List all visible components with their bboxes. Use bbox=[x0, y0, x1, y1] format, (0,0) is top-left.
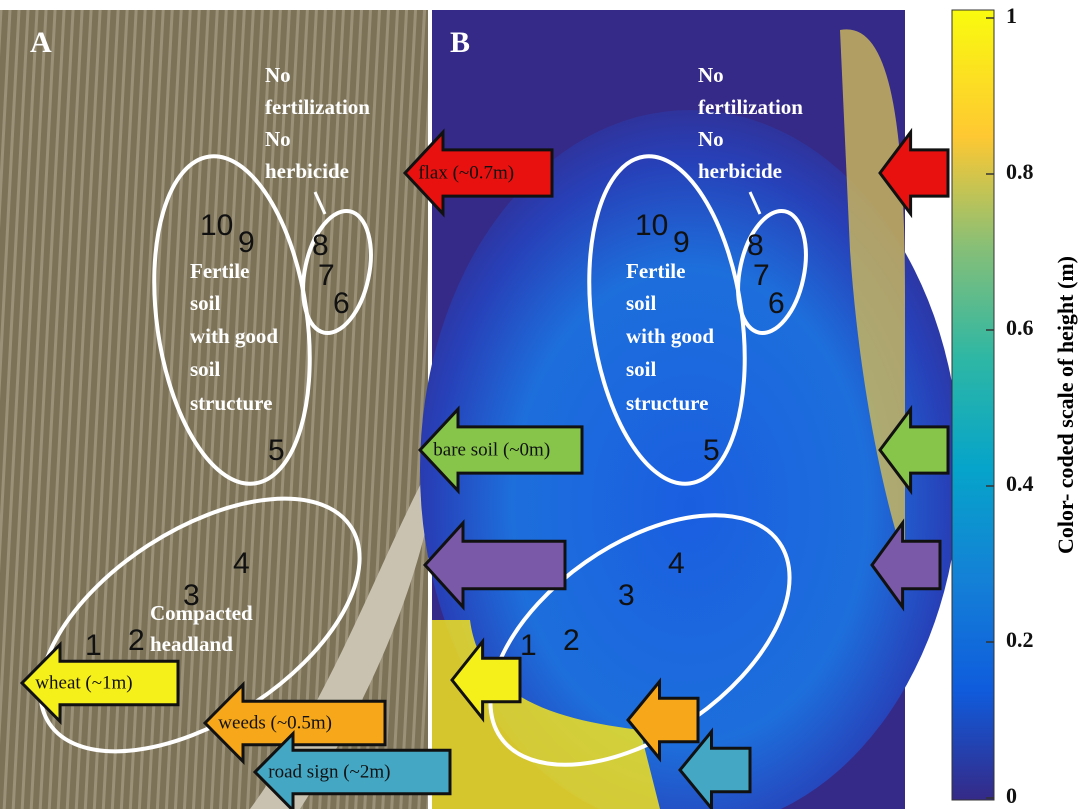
tick-label: 1 bbox=[1006, 3, 1017, 28]
region-label: with good bbox=[626, 324, 714, 348]
region-label: No bbox=[698, 127, 724, 151]
panel-label: A bbox=[30, 26, 52, 59]
region-label: soil bbox=[626, 357, 657, 381]
plot-number: 5 bbox=[268, 434, 285, 467]
arrow-label: weeds (~0.5m) bbox=[218, 712, 332, 733]
plot-number: 9 bbox=[238, 226, 255, 259]
plot-number: 6 bbox=[333, 287, 350, 320]
plot-number: 4 bbox=[233, 547, 250, 580]
tick-label: 0 bbox=[1006, 783, 1017, 808]
colorbar bbox=[952, 10, 994, 800]
region-label: Compacted bbox=[150, 601, 253, 625]
region-label: Fertile bbox=[190, 259, 249, 283]
tick-label: 0.4 bbox=[1006, 471, 1034, 496]
region-label: herbicide bbox=[698, 159, 782, 183]
tick-label: 0.6 bbox=[1006, 315, 1034, 340]
region-label: herbicide bbox=[265, 159, 349, 183]
plot-number: 2 bbox=[128, 624, 145, 657]
colorbar-label: Color- coded scale of height (m) bbox=[1053, 256, 1078, 554]
region-label: soil bbox=[190, 291, 221, 315]
region-label: with good bbox=[190, 324, 278, 348]
plot-number: 9 bbox=[673, 226, 690, 259]
region-label: fertilization bbox=[265, 95, 370, 119]
plot-number: 3 bbox=[183, 579, 200, 612]
region-label: soil bbox=[626, 291, 657, 315]
arrow-label: road sign (~2m) bbox=[268, 761, 390, 782]
region-label: No bbox=[698, 63, 724, 87]
plot-number: 10 bbox=[635, 209, 668, 242]
region-label: No bbox=[265, 63, 291, 87]
plot-number: 8 bbox=[747, 229, 764, 262]
region-label: soil bbox=[190, 357, 221, 381]
region-label: structure bbox=[190, 391, 272, 415]
plot-number: 6 bbox=[768, 287, 785, 320]
region-label: headland bbox=[150, 632, 233, 656]
plot-number: 4 bbox=[668, 547, 685, 580]
plot-number: 1 bbox=[85, 629, 102, 662]
panel-label: B bbox=[450, 26, 470, 59]
region-label: fertilization bbox=[698, 95, 803, 119]
tick-label: 0.8 bbox=[1006, 159, 1034, 184]
plot-number: 5 bbox=[703, 434, 720, 467]
plot-number: 7 bbox=[318, 259, 335, 292]
arrow-label: bare soil (~0m) bbox=[433, 439, 550, 460]
region-label: No bbox=[265, 127, 291, 151]
region-label: Fertile bbox=[626, 259, 685, 283]
plot-number: 10 bbox=[200, 209, 233, 242]
arrow-label: wheat (~1m) bbox=[35, 672, 132, 693]
plot-number: 8 bbox=[312, 229, 329, 262]
arrow-label: flax (~0.7m) bbox=[418, 162, 514, 183]
plot-number: 1 bbox=[520, 629, 537, 662]
tick-label: 0.2 bbox=[1006, 627, 1034, 652]
figure: A No fertilization No herbicide Fertile soil w… bbox=[0, 0, 1080, 809]
plot-number: 7 bbox=[753, 259, 770, 292]
plot-number: 3 bbox=[618, 579, 635, 612]
plot-number: 2 bbox=[563, 624, 580, 657]
region-label: structure bbox=[626, 391, 708, 415]
